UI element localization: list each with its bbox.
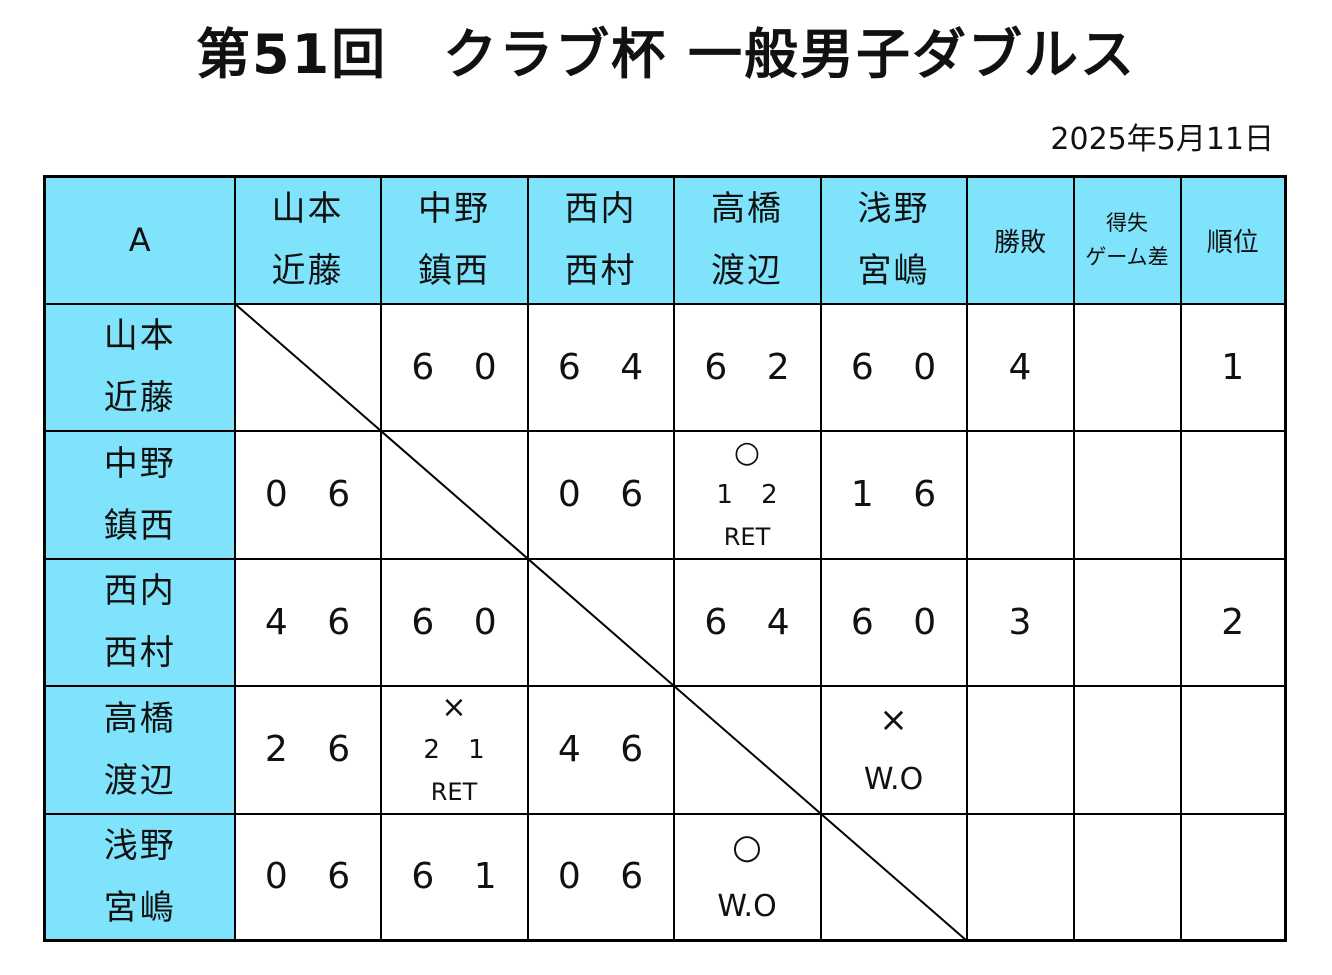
wins-cell xyxy=(965,812,1075,942)
self-match-cell xyxy=(672,684,822,815)
page-title: 第51回 クラブ杯 一般男子ダブルス xyxy=(196,23,1136,86)
col-team-2: 中野 鎮西 xyxy=(379,175,529,305)
match-score: 6 1 xyxy=(379,812,529,942)
table-row: 高橋 渡辺 2 6 × 2 1 RET 4 6 × W.O xyxy=(43,684,1287,815)
match-result-cell: × 2 1 RET xyxy=(379,684,529,815)
result-note: RET xyxy=(723,522,771,551)
match-score: 4 6 xyxy=(526,684,675,815)
match-score: 1 2 xyxy=(716,479,788,510)
col-team-5: 浅野 宮嶋 xyxy=(819,175,968,305)
rank-cell xyxy=(1179,429,1287,560)
match-score: 2 1 xyxy=(423,734,495,765)
result-mark: × xyxy=(441,689,467,725)
wins-header: 勝敗 xyxy=(965,175,1075,305)
game-diff-header: 得失 ゲーム差 xyxy=(1072,175,1182,305)
round-robin-table: A 山本 近藤 中野 鎮西 西内 西村 高橋 渡辺 浅野 宮嶋 勝敗 得失 ゲーム差 順位 … xyxy=(43,175,1287,942)
match-score: 0 6 xyxy=(233,812,382,942)
match-score: 6 0 xyxy=(379,557,529,687)
row-team-3: 西内 西村 xyxy=(43,557,236,687)
game-diff-cell xyxy=(1072,302,1182,432)
match-score: 0 6 xyxy=(233,429,382,560)
result-mark: × xyxy=(879,699,908,740)
match-score: 6 0 xyxy=(819,557,968,687)
game-diff-cell xyxy=(1072,684,1182,815)
result-note: RET xyxy=(430,777,478,806)
group-label: A xyxy=(43,175,236,305)
match-score: 0 6 xyxy=(526,812,675,942)
header-row: A 山本 近藤 中野 鎮西 西内 西村 高橋 渡辺 浅野 宮嶋 勝敗 得失 ゲーム差 順位 xyxy=(43,175,1287,305)
match-score: 0 6 xyxy=(526,429,675,560)
rank-cell: 2 xyxy=(1179,557,1287,687)
match-score: 6 0 xyxy=(819,302,968,432)
match-result-cell: × W.O xyxy=(819,684,968,815)
rank-cell xyxy=(1179,812,1287,942)
wins-cell: 4 xyxy=(965,302,1075,432)
rank-cell xyxy=(1179,684,1287,815)
wins-cell xyxy=(965,684,1075,815)
game-diff-cell xyxy=(1072,557,1182,687)
result-mark: ○ xyxy=(733,434,761,470)
row-team-5: 浅野 宮嶋 xyxy=(43,812,236,942)
col-team-3: 西内 西村 xyxy=(526,175,675,305)
rank-header: 順位 xyxy=(1179,175,1287,305)
event-date: 2025年5月11日 xyxy=(1050,122,1274,157)
row-team-4: 高橋 渡辺 xyxy=(43,684,236,815)
game-diff-cell xyxy=(1072,812,1182,942)
self-match-cell xyxy=(233,302,382,432)
results-grid: A 山本 近藤 中野 鎮西 西内 西村 高橋 渡辺 浅野 宮嶋 勝敗 得失 ゲーム差 順位 … xyxy=(43,175,1287,942)
match-score: 2 6 xyxy=(233,684,382,815)
match-score: 6 0 xyxy=(379,302,529,432)
row-team-1: 山本 近藤 xyxy=(43,302,236,432)
wins-cell xyxy=(965,429,1075,560)
col-team-1: 山本 近藤 xyxy=(233,175,382,305)
self-match-cell xyxy=(379,429,529,560)
match-result-cell: ○ 1 2 RET xyxy=(672,429,822,560)
match-score: 6 4 xyxy=(526,302,675,432)
result-note: W.O xyxy=(717,888,777,924)
rank-cell: 1 xyxy=(1179,302,1287,432)
col-team-4: 高橋 渡辺 xyxy=(672,175,822,305)
result-note: W.O xyxy=(863,761,924,797)
match-score: 6 4 xyxy=(672,557,822,687)
wins-cell: 3 xyxy=(965,557,1075,687)
row-team-2: 中野 鎮西 xyxy=(43,429,236,560)
match-score: 6 2 xyxy=(672,302,822,432)
game-diff-cell xyxy=(1072,429,1182,560)
match-result-cell: ○ W.O xyxy=(672,812,822,942)
result-mark: ○ xyxy=(732,826,762,867)
match-score: 1 6 xyxy=(819,429,968,560)
self-match-cell xyxy=(526,557,675,687)
self-match-cell xyxy=(819,812,968,942)
match-score: 4 6 xyxy=(233,557,382,687)
